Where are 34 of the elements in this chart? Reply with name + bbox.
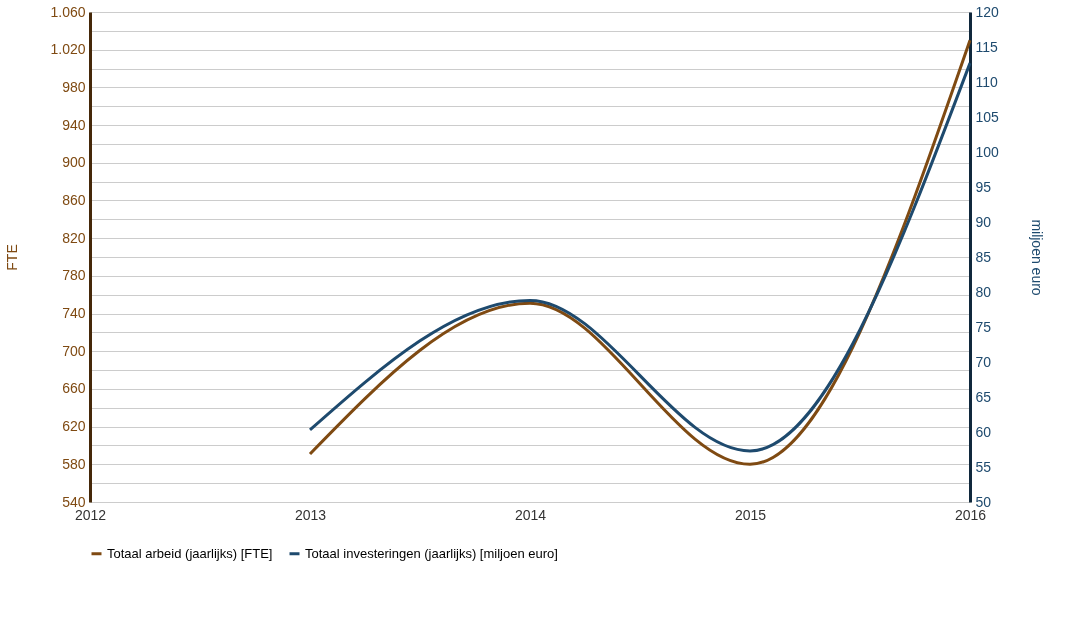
y2-tick-label: 80 [975, 283, 992, 300]
y2-tick-label: 75 [975, 318, 992, 335]
legend-label: Totaal investeringen (jaarlijks) [miljoen euro] [305, 545, 558, 561]
y2-tick-label: 90 [975, 213, 992, 230]
y-tick-label: 980 [62, 78, 86, 95]
y-tick-label: 660 [62, 380, 86, 397]
y-tick-label: 700 [62, 342, 86, 359]
y-tick-label: 740 [62, 305, 86, 322]
y-tick-label: 1.060 [50, 3, 86, 20]
legend-label: Totaal arbeid (jaarlijks) [FTE] [107, 545, 273, 561]
y-tick-label: 860 [62, 191, 86, 208]
y2-tick-label: 120 [975, 3, 1000, 20]
y2-tick-label: 55 [975, 458, 992, 475]
y2-tick-label: 85 [975, 248, 992, 265]
y2-tick-label: 60 [975, 423, 992, 440]
y-tick-label: 1.020 [50, 41, 86, 58]
y-tick-label: 820 [62, 229, 86, 246]
y-tick-label: 940 [62, 116, 86, 133]
y-tick-label: 780 [62, 267, 86, 284]
y-tick-label: 620 [62, 418, 86, 435]
y2-tick-label: 95 [975, 178, 992, 195]
x-tick-label: 2013 [294, 506, 327, 523]
y2-tick-label: 100 [975, 143, 1000, 160]
y2-tick-label: 110 [975, 73, 999, 90]
y-tick-label: 900 [62, 154, 86, 171]
x-tick-label: 2015 [734, 506, 767, 523]
y2-axis-title: miljoen euro [1028, 219, 1045, 296]
x-tick-label: 2014 [514, 506, 547, 523]
y2-tick-label: 70 [975, 353, 992, 370]
y2-tick-label: 105 [975, 108, 1000, 125]
y-tick-label: 580 [62, 455, 86, 472]
y-axis-title: FTE [4, 244, 21, 271]
y2-tick-label: 115 [975, 38, 999, 55]
y2-tick-label: 65 [975, 388, 992, 405]
